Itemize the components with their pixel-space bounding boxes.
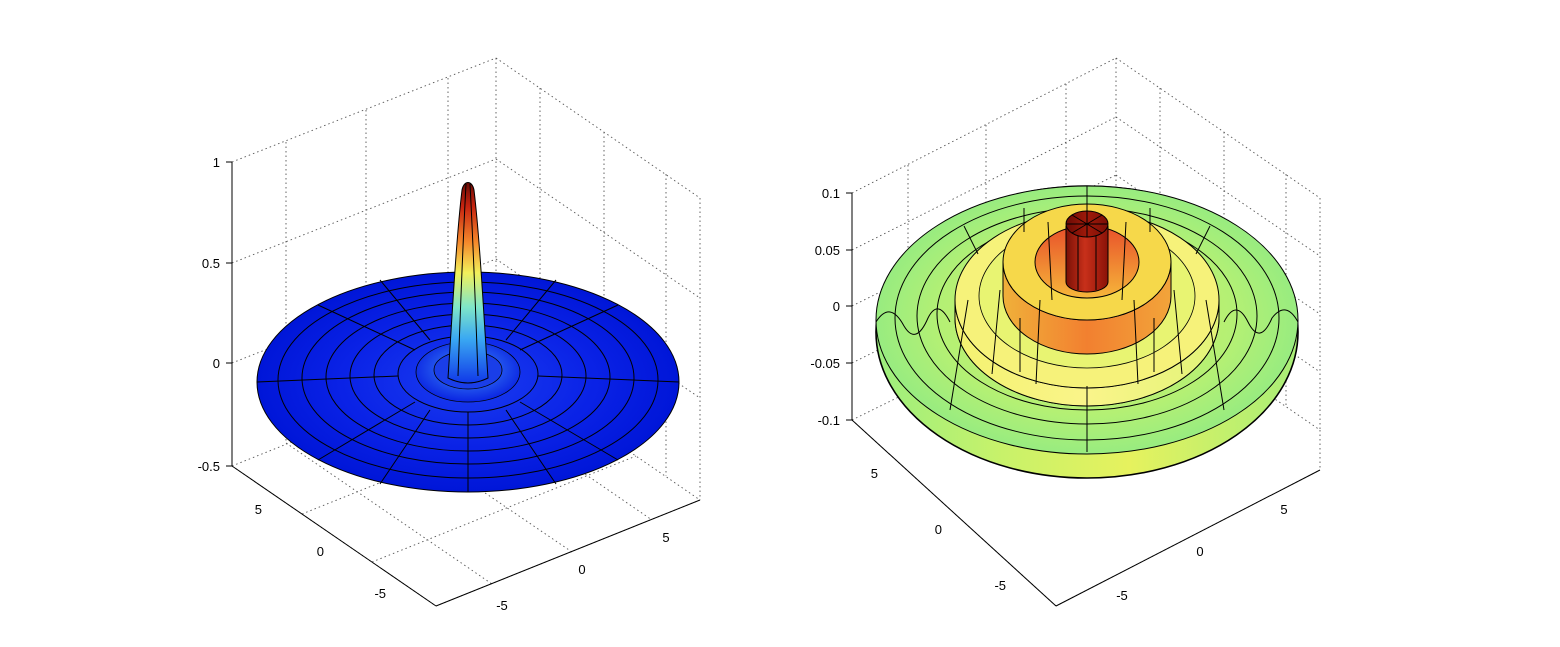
left-z-tick: 0 [213, 356, 220, 371]
right-y-axis [851, 419, 1057, 607]
right-x-tick: -5 [1116, 588, 1128, 603]
right-central-plateau [1065, 225, 1109, 293]
left-z-tick: -0.5 [198, 459, 220, 474]
left-surface-plot: 1 0.5 0 -0.5 5 0 -5 -5 0 5 [198, 57, 701, 613]
left-y-tick: 5 [255, 502, 262, 517]
right-surface-plot: 0.1 0.05 0 -0.05 -0.1 5 0 -5 -5 0 5 [810, 57, 1321, 607]
right-y-tick: 0 [935, 522, 942, 537]
right-x-axis [1055, 469, 1321, 607]
left-z-tick: 0.5 [202, 256, 220, 271]
right-x-tick: 5 [1280, 502, 1287, 517]
left-x-tick: -5 [496, 598, 508, 613]
left-z-tick: 1 [213, 155, 220, 170]
right-z-tick: 0 [833, 299, 840, 314]
right-z-tick: -0.05 [810, 356, 840, 371]
left-y-axis [231, 465, 437, 607]
right-z-tick: -0.1 [818, 413, 840, 428]
right-x-tick: 0 [1196, 544, 1203, 559]
right-z-tick: 0.1 [822, 186, 840, 201]
left-y-tick: -5 [374, 586, 386, 601]
left-mesh-radials [256, 272, 680, 492]
right-y-tick: -5 [994, 578, 1006, 593]
right-z-tick: 0.05 [815, 243, 840, 258]
left-y-tick: 0 [317, 544, 324, 559]
left-z-ticks [226, 161, 232, 467]
left-x-tick: 0 [578, 562, 585, 577]
left-central-peak [447, 182, 489, 384]
right-mesh-radials [949, 186, 1225, 452]
left-x-tick: 5 [662, 530, 669, 545]
left-x-axis [435, 499, 701, 607]
right-z-ticks [846, 192, 852, 421]
right-y-tick: 5 [871, 466, 878, 481]
